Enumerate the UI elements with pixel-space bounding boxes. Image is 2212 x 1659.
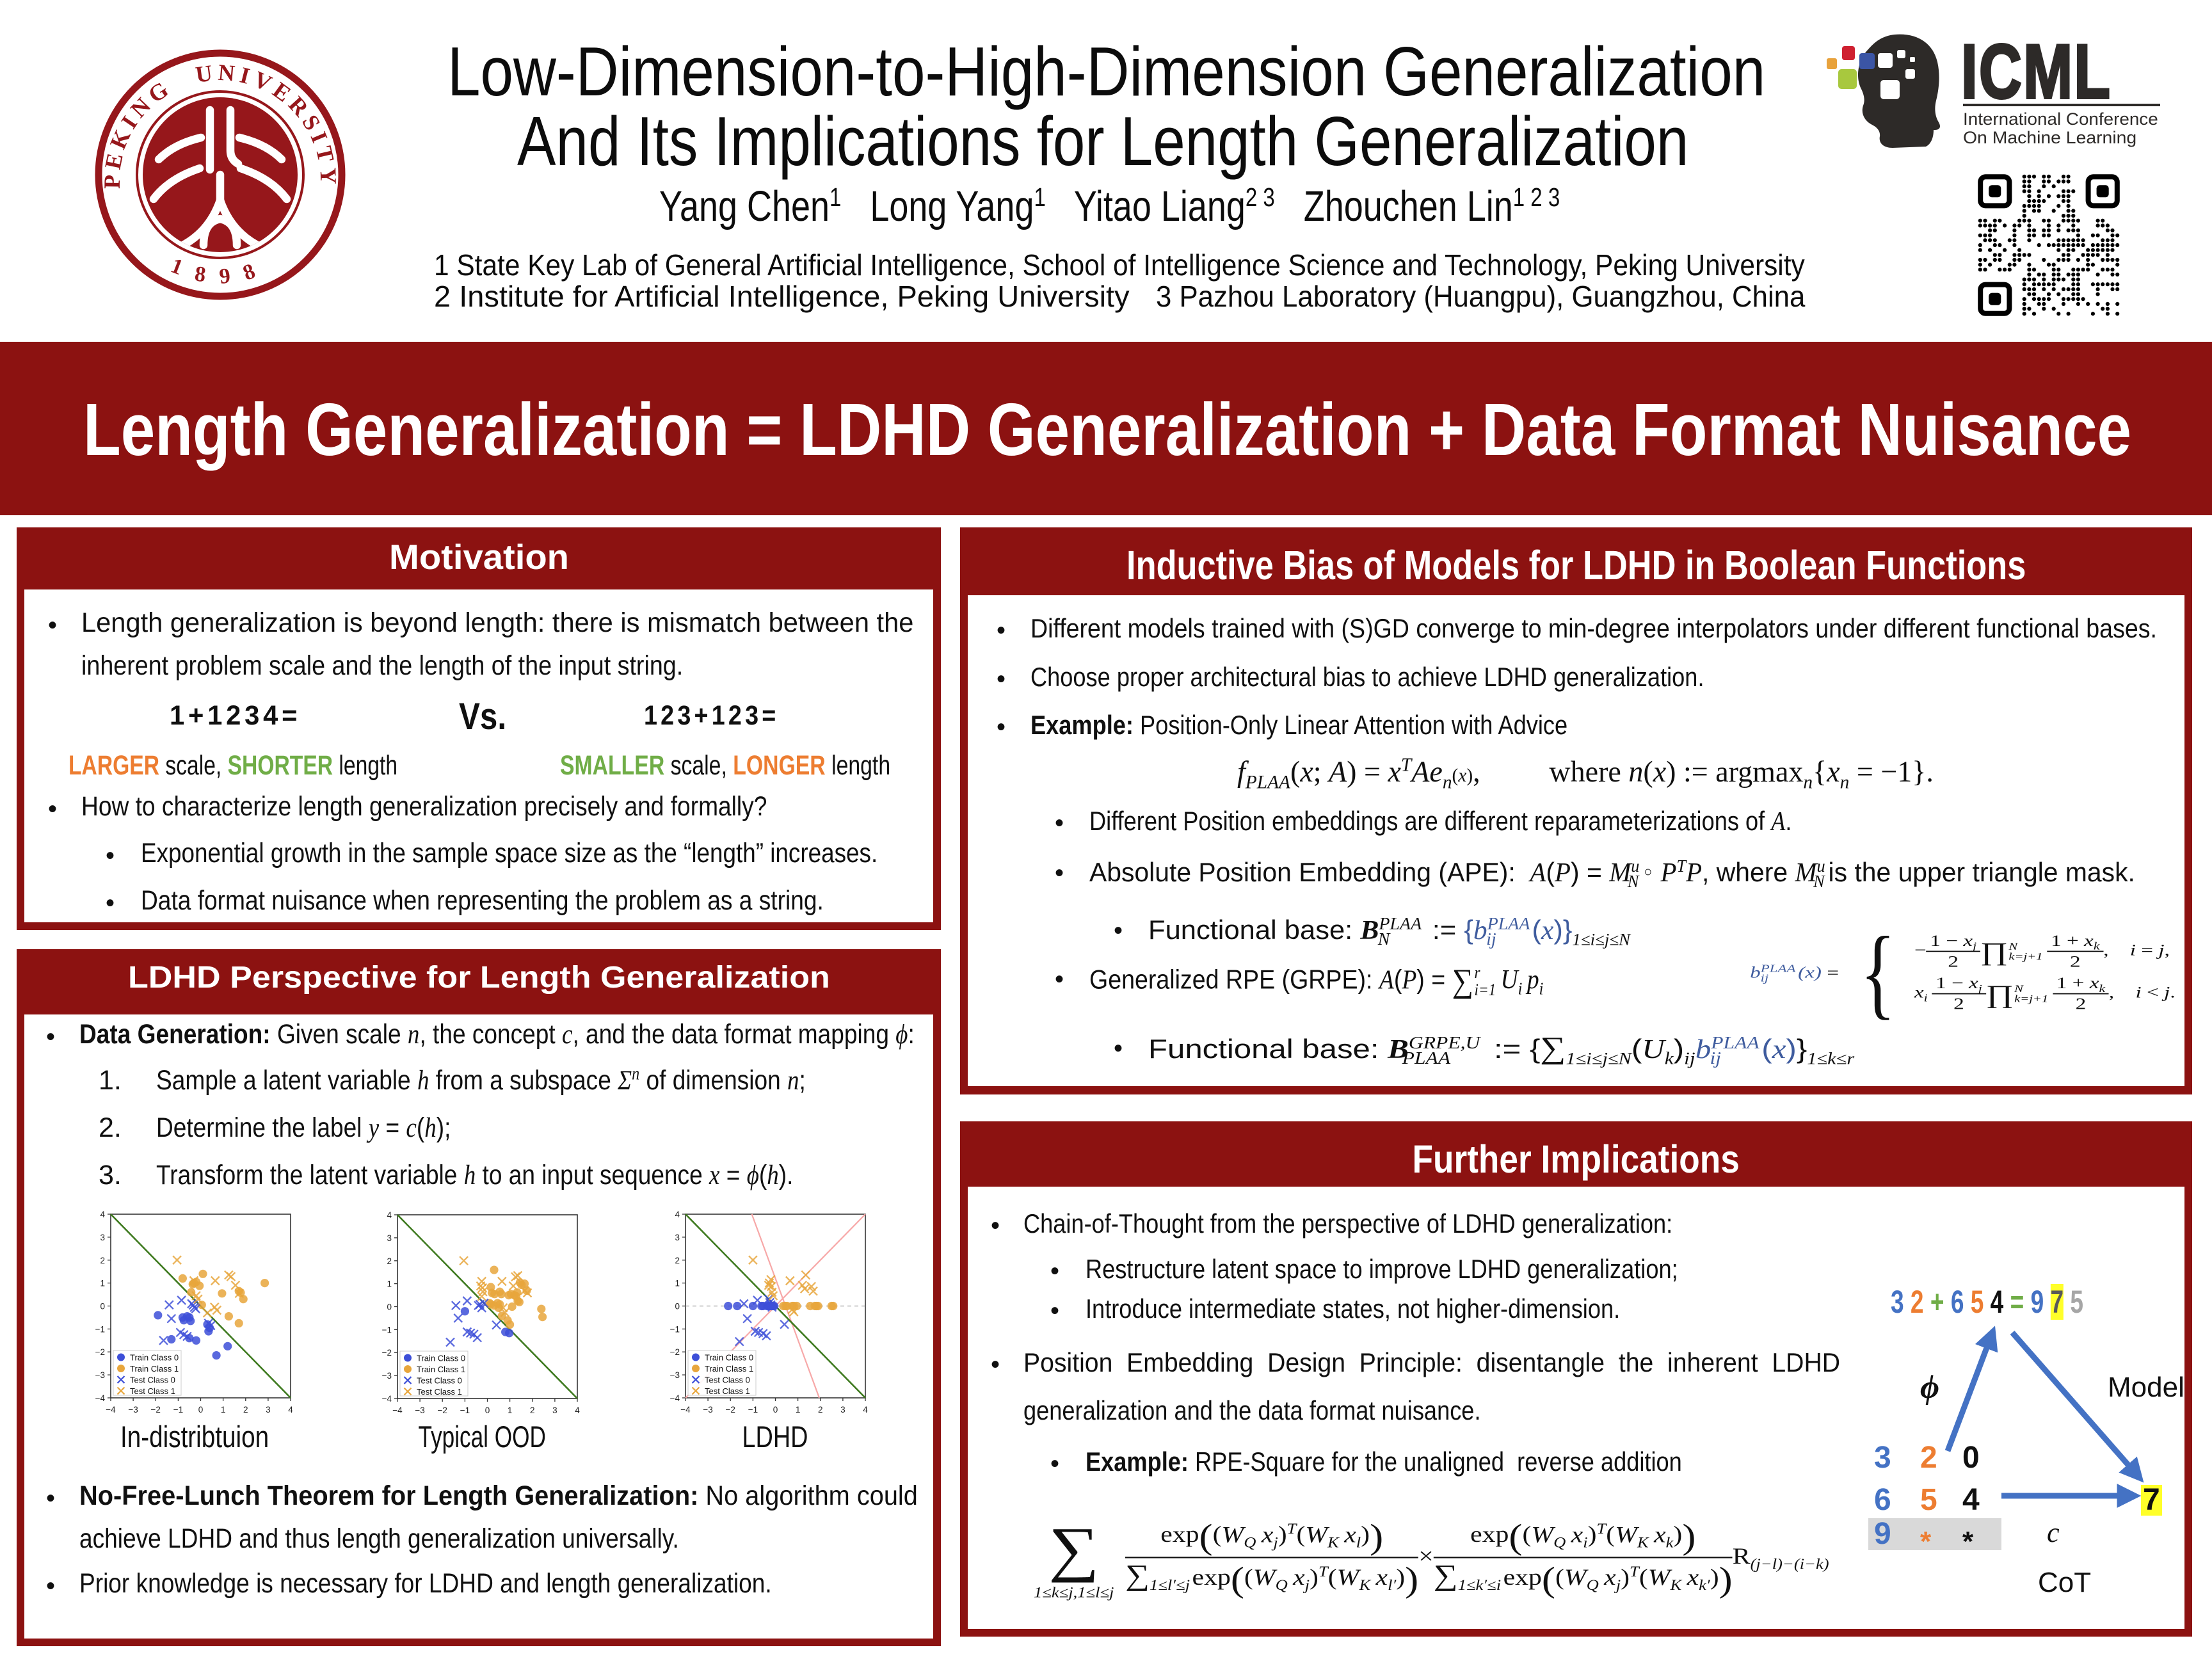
- svg-text:Test Class 1: Test Class 1: [130, 1386, 175, 1396]
- svg-text:−3: −3: [415, 1406, 424, 1415]
- svg-text:−4: −4: [106, 1405, 116, 1415]
- svg-text:−1: −1: [95, 1324, 105, 1334]
- svg-text:−1: −1: [670, 1324, 680, 1334]
- svg-text:−1: −1: [382, 1325, 392, 1334]
- svg-text:−1: −1: [748, 1405, 758, 1415]
- svg-text:1: 1: [675, 1279, 680, 1288]
- svg-text:4: 4: [288, 1405, 293, 1415]
- svg-text:−3: −3: [382, 1371, 392, 1381]
- svg-text:−2: −2: [437, 1406, 447, 1415]
- svg-text:−2: −2: [670, 1347, 680, 1357]
- svg-text:2: 2: [530, 1406, 535, 1415]
- svg-text:−1: −1: [173, 1405, 183, 1415]
- svg-text:−3: −3: [703, 1405, 712, 1415]
- svg-text:Test Class 1: Test Class 1: [417, 1387, 462, 1397]
- svg-text:0: 0: [485, 1406, 490, 1415]
- svg-text:0: 0: [198, 1405, 204, 1415]
- svg-text:3: 3: [100, 1233, 105, 1242]
- svg-text:−2: −2: [95, 1347, 105, 1357]
- svg-text:−3: −3: [95, 1370, 105, 1380]
- svg-text:−4: −4: [680, 1405, 691, 1415]
- svg-text:2: 2: [387, 1256, 392, 1266]
- svg-text:Train Class 1: Train Class 1: [417, 1365, 465, 1374]
- svg-text:Train Class 0: Train Class 0: [130, 1353, 179, 1363]
- svg-text:1: 1: [100, 1279, 105, 1288]
- svg-text:0: 0: [100, 1302, 105, 1311]
- svg-text:Test Class 0: Test Class 0: [417, 1376, 462, 1386]
- svg-text:Test Class 0: Test Class 0: [705, 1375, 750, 1385]
- svg-text:2: 2: [818, 1405, 823, 1415]
- svg-text:−1: −1: [460, 1406, 470, 1415]
- svg-text:2: 2: [675, 1256, 680, 1265]
- svg-text:1: 1: [508, 1406, 513, 1415]
- svg-text:−2: −2: [382, 1348, 392, 1358]
- svg-text:Train Class 0: Train Class 0: [417, 1354, 465, 1363]
- svg-text:Train Class 1: Train Class 1: [705, 1364, 753, 1374]
- svg-text:3: 3: [266, 1405, 271, 1415]
- svg-text:Train Class 1: Train Class 1: [130, 1364, 179, 1374]
- svg-text:−4: −4: [392, 1406, 403, 1415]
- svg-text:−4: −4: [670, 1393, 680, 1403]
- svg-text:3: 3: [552, 1406, 557, 1415]
- svg-text:Train Class 0: Train Class 0: [705, 1353, 753, 1363]
- svg-text:−4: −4: [95, 1393, 106, 1403]
- svg-text:0: 0: [387, 1302, 392, 1312]
- svg-text:0: 0: [675, 1302, 680, 1311]
- svg-text:Test Class 1: Test Class 1: [705, 1386, 750, 1396]
- svg-text:1: 1: [796, 1405, 801, 1415]
- svg-text:0: 0: [773, 1405, 778, 1415]
- svg-text:2: 2: [243, 1405, 248, 1415]
- svg-text:4: 4: [863, 1405, 868, 1415]
- svg-text:−3: −3: [128, 1405, 138, 1415]
- svg-text:Test Class 0: Test Class 0: [130, 1375, 175, 1385]
- svg-text:1: 1: [221, 1405, 226, 1415]
- svg-text:1: 1: [387, 1279, 392, 1289]
- svg-text:−2: −2: [725, 1405, 735, 1415]
- svg-text:2: 2: [100, 1256, 105, 1265]
- svg-text:−4: −4: [382, 1394, 392, 1404]
- svg-text:4: 4: [100, 1210, 105, 1219]
- svg-text:4: 4: [575, 1406, 580, 1415]
- svg-text:3: 3: [675, 1233, 680, 1242]
- svg-text:4: 4: [675, 1210, 680, 1219]
- svg-text:4: 4: [387, 1210, 392, 1220]
- svg-text:3: 3: [387, 1233, 392, 1243]
- svg-text:−2: −2: [150, 1405, 160, 1415]
- svg-text:−3: −3: [670, 1370, 680, 1380]
- svg-text:3: 3: [840, 1405, 846, 1415]
